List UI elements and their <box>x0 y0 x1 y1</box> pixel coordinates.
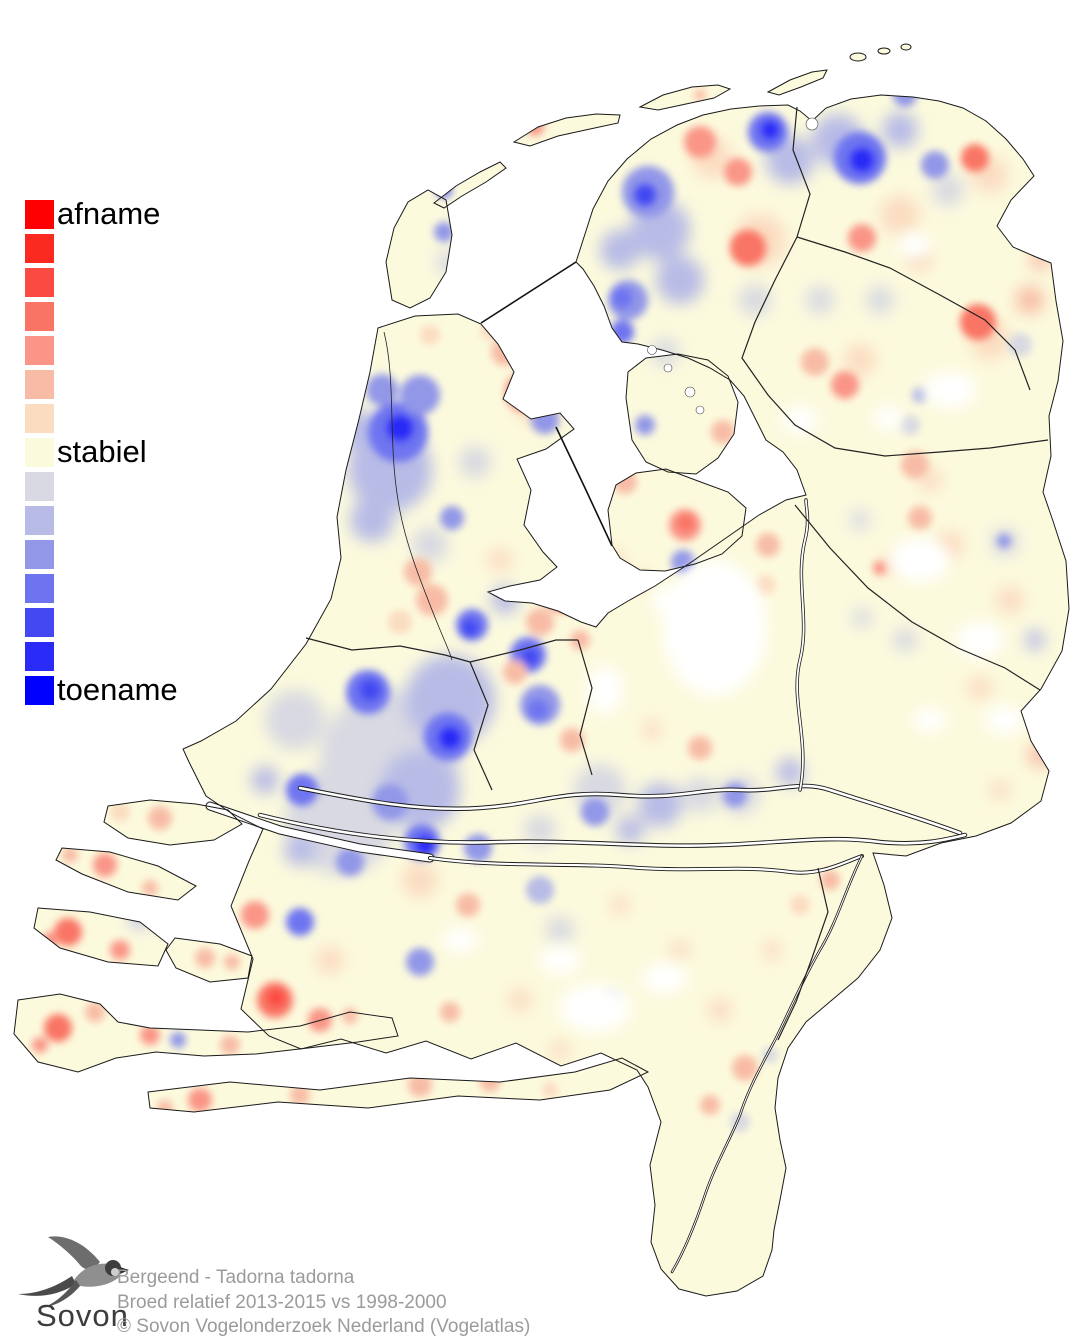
legend-swatch <box>25 642 54 671</box>
legend-swatches <box>25 200 245 705</box>
houtribdijk-line <box>555 426 613 547</box>
legend-label-stable: stabiel <box>57 434 147 469</box>
legend: afname stabiel toename <box>25 196 245 710</box>
legend-swatch <box>25 404 54 433</box>
map-captions: Bergeend - Tadorna tadorna Broed relatie… <box>117 1266 530 1340</box>
legend-swatch <box>25 302 54 331</box>
caption-species: Bergeend - Tadorna tadorna <box>117 1267 355 1288</box>
legend-swatch <box>25 676 54 705</box>
legend-label-decrease: afname <box>57 196 161 231</box>
legend-swatch <box>25 438 54 467</box>
legend-swatch <box>25 268 54 297</box>
legend-swatch <box>25 608 54 637</box>
legend-swatch <box>25 370 54 399</box>
legend-swatch <box>25 336 54 365</box>
sovon-logo: Sovon <box>14 1234 144 1338</box>
legend-swatch <box>25 472 54 501</box>
caption-period: Broed relatief 2013-2015 vs 1998-2000 <box>117 1291 447 1313</box>
no-data-patches <box>442 233 1025 1032</box>
legend-label-increase: toename <box>57 672 178 707</box>
afsluitdijk-line <box>480 261 577 324</box>
dike-lines <box>480 261 613 547</box>
legend-swatch <box>25 540 54 569</box>
province-borders <box>305 106 1049 1041</box>
sovon-logo-text: Sovon <box>36 1298 129 1333</box>
legend-swatch <box>25 574 54 603</box>
lakes <box>647 117 819 415</box>
map-rivers <box>205 498 968 1274</box>
trend-surface <box>32 83 1052 1132</box>
caption-copyright: © Sovon Vogelonderzoek Nederland (Vogela… <box>117 1316 531 1337</box>
legend-swatch <box>25 234 54 263</box>
legend-swatch <box>25 200 54 229</box>
legend-swatch <box>25 506 54 535</box>
swallow-icon <box>18 1236 129 1308</box>
